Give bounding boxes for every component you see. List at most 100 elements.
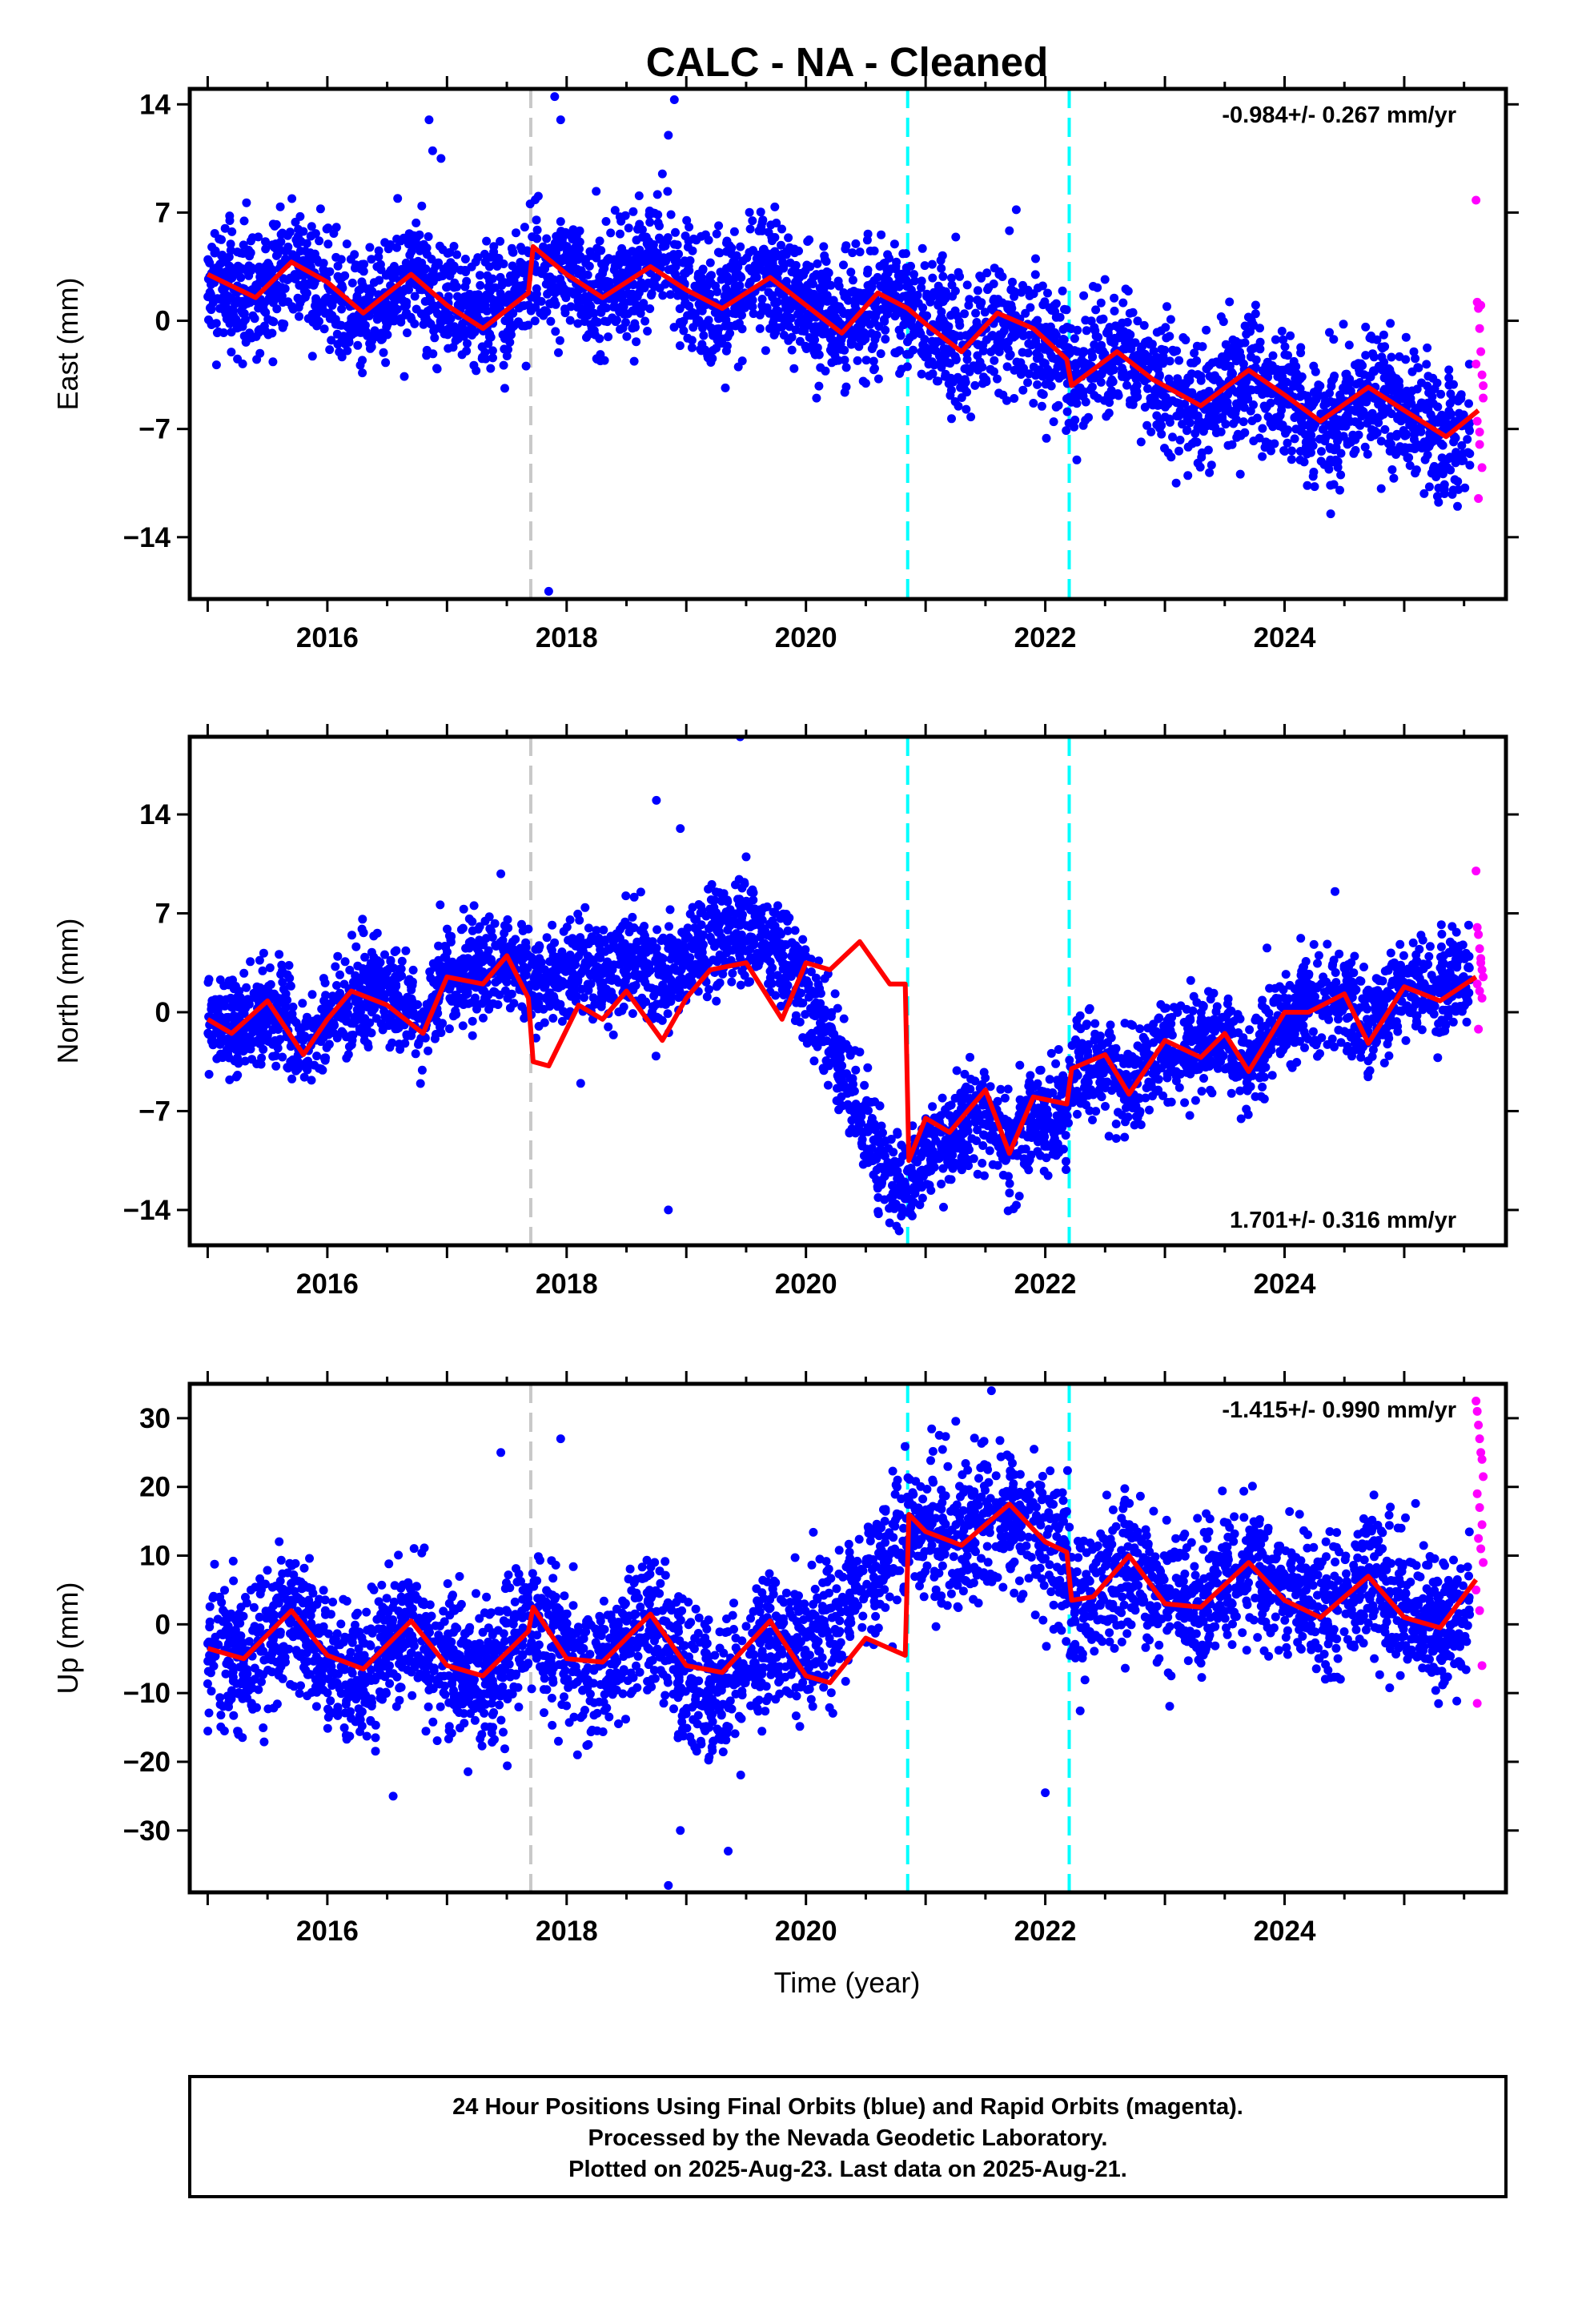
- east-final-point: [698, 265, 708, 275]
- east-rapid-point: [1477, 370, 1487, 380]
- east-final-point: [927, 259, 937, 269]
- east-final-point: [947, 414, 956, 424]
- east-final-point: [1320, 436, 1330, 446]
- east-final-point: [429, 326, 439, 336]
- east-final-point: [966, 412, 976, 422]
- east-final-point: [622, 332, 632, 341]
- east-final-point: [1146, 398, 1155, 408]
- east-final-point: [565, 248, 575, 258]
- east-final-point: [412, 304, 421, 314]
- east-final-point: [648, 208, 657, 218]
- east-final-point: [894, 277, 904, 287]
- east-final-point: [1364, 392, 1374, 402]
- east-final-point: [1185, 418, 1195, 428]
- east-final-point: [1380, 384, 1390, 394]
- east-final-point: [1005, 226, 1014, 235]
- east-final-point: [1161, 323, 1170, 332]
- east-final-point: [1287, 455, 1296, 464]
- east-final-point: [1395, 352, 1404, 361]
- east-final-point: [407, 234, 416, 243]
- east-final-point: [207, 320, 216, 329]
- east-final-point: [1221, 340, 1231, 349]
- east-final-point: [1296, 348, 1306, 358]
- east-final-point: [261, 237, 270, 247]
- east-final-point: [1141, 338, 1150, 347]
- east-final-point: [986, 347, 996, 356]
- east-rapid-point: [1474, 494, 1484, 504]
- east-final-point: [303, 314, 313, 324]
- east-final-point: [426, 271, 436, 281]
- east-final-point: [951, 232, 961, 242]
- east-final-point: [396, 291, 405, 300]
- east-final-point: [960, 309, 970, 319]
- east-final-point: [212, 328, 222, 338]
- east-rapid-point: [1476, 300, 1486, 310]
- east-final-point: [1098, 314, 1108, 324]
- east-final-point: [1139, 320, 1149, 330]
- east-final-point: [758, 306, 768, 316]
- east-rapid-point: [1475, 440, 1484, 449]
- north-final-point: [811, 973, 821, 983]
- east-final-point: [1304, 434, 1314, 444]
- east-final-point: [924, 360, 934, 369]
- east-x-tick-label: 2024: [1254, 622, 1316, 653]
- east-final-point: [690, 281, 700, 291]
- east-final-point: [791, 325, 801, 335]
- east-final-point: [1018, 348, 1027, 357]
- east-final-point: [769, 318, 777, 328]
- east-final-point: [1446, 465, 1456, 475]
- east-y-axis-label: East (mm): [51, 278, 84, 411]
- east-final-point: [927, 336, 937, 346]
- east-final-point: [1447, 489, 1457, 499]
- east-final-point: [1437, 464, 1447, 474]
- east-rapid-point: [1472, 416, 1482, 426]
- east-final-point: [870, 335, 880, 344]
- east-final-point: [1329, 335, 1339, 344]
- east-final-point: [374, 246, 383, 255]
- east-final-point: [1411, 354, 1420, 364]
- east-final-point: [1064, 419, 1074, 428]
- north-final-point: [996, 1084, 1006, 1094]
- east-final-point: [584, 261, 594, 271]
- east-final-point: [227, 273, 237, 283]
- east-final-point: [799, 270, 809, 279]
- east-final-point: [1086, 348, 1096, 357]
- east-final-point: [295, 211, 305, 221]
- east-final-point: [283, 275, 292, 284]
- east-final-point: [1183, 471, 1193, 480]
- east-final-point: [698, 324, 707, 333]
- east-final-point: [595, 236, 604, 246]
- east-final-point: [1299, 457, 1309, 467]
- east-final-point: [682, 215, 692, 225]
- east-final-point: [217, 235, 226, 244]
- east-final-point: [936, 255, 946, 265]
- east-final-point: [1082, 326, 1091, 336]
- east-final-point: [1058, 371, 1067, 380]
- east-final-point: [1051, 312, 1061, 322]
- east-final-point: [731, 321, 741, 331]
- east-final-point: [289, 252, 299, 262]
- east-y-tick-label: 7: [155, 197, 171, 228]
- east-final-point: [1354, 359, 1363, 368]
- east-final-point: [1011, 205, 1021, 215]
- east-final-point: [1363, 449, 1372, 459]
- east-final-point: [727, 249, 736, 259]
- east-final-point: [855, 247, 865, 257]
- east-final-point: [324, 308, 334, 318]
- east-final-point: [1357, 411, 1367, 420]
- east-final-point: [268, 357, 278, 367]
- east-final-point: [367, 287, 377, 296]
- east-final-point: [770, 202, 780, 211]
- east-final-point: [606, 228, 616, 238]
- east-final-point: [953, 372, 962, 382]
- east-final-point: [546, 300, 556, 308]
- east-final-point: [995, 333, 1005, 343]
- east-final-point: [315, 204, 325, 214]
- east-final-point: [1133, 316, 1142, 326]
- east-final-point: [857, 329, 865, 339]
- east-final-point: [1010, 394, 1019, 403]
- east-final-point: [791, 281, 800, 291]
- east-final-point: [1235, 348, 1244, 357]
- east-final-point: [767, 232, 777, 242]
- east-final-point: [789, 244, 799, 254]
